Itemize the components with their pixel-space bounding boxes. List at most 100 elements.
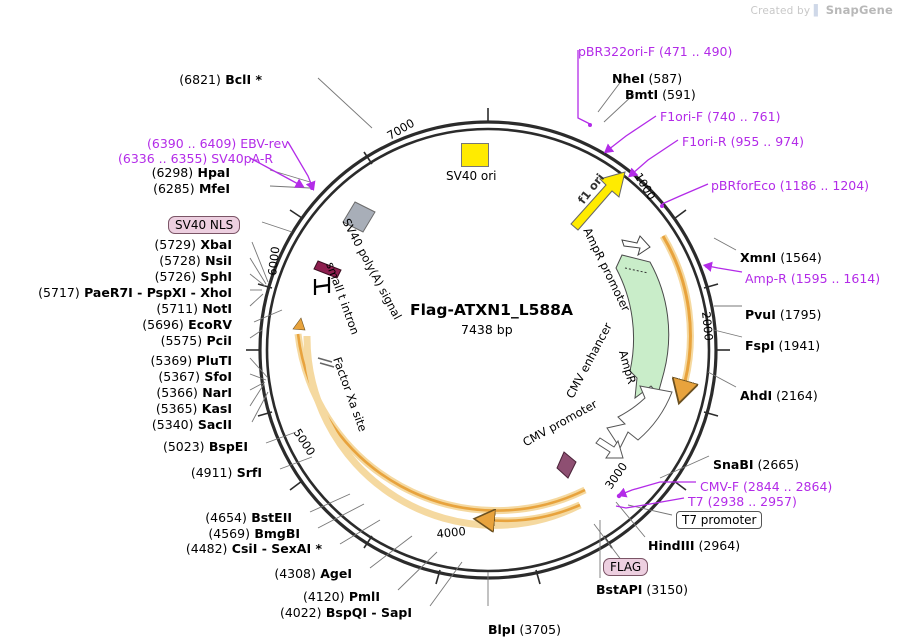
enzyme-position: (5340)	[151, 417, 194, 432]
enzyme-label-nari: (5366) NarI	[0, 385, 232, 400]
primer-name: pBRforEco	[711, 178, 780, 193]
enzyme-position: (6285)	[153, 181, 195, 196]
primer-label-f1ori-f: F1ori-F (740 .. 761)	[660, 109, 781, 124]
enzyme-position: (3705)	[515, 622, 561, 637]
ampr-promoter-arrow	[621, 235, 651, 257]
primer-range: (1186 .. 1204)	[779, 178, 870, 193]
primer-label-cmv-f: CMV-F (2844 .. 2864)	[700, 479, 833, 494]
enzyme-name: BmgBI	[249, 526, 300, 541]
tick-label-2000: 2000	[699, 311, 716, 342]
enzyme-name: BstAPI	[596, 582, 643, 597]
cmv-promoter-arrow	[595, 437, 624, 459]
f1-ori-arrow	[570, 171, 626, 231]
enzyme-name: PvuI	[745, 307, 776, 322]
enzyme-position: (6821)	[179, 72, 221, 87]
atxn1-orange-arc	[292, 317, 587, 525]
enzyme-position: (5729)	[154, 237, 196, 252]
enzyme-position: (2665)	[753, 457, 800, 472]
leader-lines-left	[249, 77, 489, 607]
enzyme-name: AgeI	[315, 566, 352, 581]
tick-label-3000: 3000	[602, 460, 630, 492]
primer-label-ebv-rev: (6390 .. 6409) EBV-rev	[147, 136, 289, 151]
enzyme-position: (2964)	[694, 538, 741, 553]
plasmid-name: Flag-ATXN1_L588A	[410, 301, 573, 319]
enzyme-position: (6298)	[151, 165, 194, 180]
small-t-intron-marker	[313, 260, 342, 279]
tick-label-6000: 6000	[265, 246, 282, 277]
enzyme-label-hindiii: HindIII (2964)	[648, 538, 741, 553]
enzyme-position: (5696)	[142, 317, 184, 332]
enzyme-position: (3150)	[642, 582, 688, 597]
enzyme-position: (4120)	[302, 589, 345, 604]
enzyme-position: (5369)	[150, 353, 193, 368]
enzyme-label-bmti: BmtI (591)	[625, 87, 696, 102]
watermark-prefix: Created by	[750, 5, 811, 17]
factor-xa-marker	[317, 357, 335, 368]
plasmid-size: 7438 bp	[461, 322, 513, 337]
enzyme-label-bstapi: BstAPI (3150)	[596, 582, 688, 597]
enzyme-label-sacii: (5340) SacII	[0, 417, 232, 432]
primer-label-pbr322ori-f: pBR322ori-F (471 .. 490)	[578, 44, 732, 59]
primer-label-amp-r: Amp-R (1595 .. 1614)	[745, 272, 880, 286]
enzyme-name: PaeR7I - PspXI - XhoI	[79, 285, 232, 300]
enzyme-name: PmlI	[344, 589, 380, 604]
enzyme-position: (4654)	[205, 510, 247, 525]
enzyme-position: (4308)	[274, 566, 316, 581]
enzyme-label-paer7i-pspxi-xhoi: (5717) PaeR7I - PspXI - XhoI	[0, 285, 232, 300]
enzyme-position: (591)	[658, 87, 696, 102]
enzyme-label-pluti: (5369) PluTI	[0, 353, 232, 368]
primer-name: CMV-F	[700, 479, 744, 494]
primer-range: (6390 .. 6409)	[147, 136, 241, 151]
enzyme-name: PciI	[202, 333, 232, 348]
enzyme-position: (5717)	[38, 285, 80, 300]
enzyme-name: KasI	[197, 401, 232, 416]
enzyme-name: BmtI	[625, 87, 659, 102]
nls-bar-marker	[313, 277, 331, 295]
enzyme-name: BlpI	[488, 622, 516, 637]
primer-range: (740 .. 761)	[707, 109, 781, 124]
enzyme-name: FspI	[745, 338, 775, 353]
enzyme-name: AhdI	[740, 388, 773, 403]
ampr-arrow	[615, 254, 670, 400]
enzyme-name: MfeI	[194, 181, 230, 196]
enzyme-position: (1795)	[775, 307, 822, 322]
enzyme-label-blpi: BlpI (3705)	[488, 622, 561, 637]
enzyme-name: NarI	[197, 385, 232, 400]
enzyme-label-mfei: (6285) MfeI	[0, 181, 230, 196]
enzyme-label-nsii: (5728) NsiI	[0, 254, 232, 268]
primer-range: (2938 .. 2957)	[707, 494, 797, 509]
tick-label-4000: 4000	[436, 524, 467, 541]
enzyme-name: BstEII	[246, 510, 292, 525]
primer-leader-lines	[249, 50, 743, 509]
enzyme-position: (5726)	[154, 269, 197, 284]
primer-label-pbrforeco: pBRforEco (1186 .. 1204)	[711, 178, 870, 193]
primer-name: F1ori-F	[660, 109, 708, 124]
primer-name: pBR322ori-F	[578, 44, 659, 59]
enzyme-label-pcii: (5575) PciI	[0, 333, 232, 348]
enzyme-position: (5367)	[158, 369, 200, 384]
snapgene-logo-icon: ▌	[813, 5, 823, 17]
badge-sv40-nls: SV40 NLS	[168, 216, 241, 234]
enzyme-label-ecorv: (5696) EcoRV	[0, 317, 232, 332]
enzyme-label-csii-sexai: (4482) CsiI - SexAI *	[0, 541, 322, 556]
primer-range: (6336 .. 6355)	[118, 151, 212, 166]
primer-range: (2844 .. 2864)	[743, 479, 833, 494]
enzyme-label-agei: (4308) AgeI	[0, 566, 352, 581]
enzyme-position: (4482)	[185, 541, 228, 556]
enzyme-position: (5023)	[162, 439, 205, 454]
enzyme-label-bspqi-sapi: (4022) BspQI - SapI	[0, 606, 412, 620]
primer-label-sv40pa-r: (6336 .. 6355) SV40pA-R	[118, 151, 274, 166]
enzyme-name: XmnI	[740, 250, 777, 265]
enzyme-position: (5575)	[160, 333, 203, 348]
ampr-orange-arc	[659, 234, 690, 389]
enzyme-label-noti: (5711) NotI	[0, 302, 232, 316]
enzyme-position: (4569)	[208, 526, 250, 541]
badge-flag: FLAG	[603, 558, 649, 576]
primer-name: SV40pA-R	[211, 151, 274, 166]
enzyme-name: HpaI	[193, 165, 230, 180]
enzyme-name: BspEI	[204, 439, 248, 454]
enzyme-label-ahdi: AhdI (2164)	[740, 388, 818, 403]
enzyme-position: (1941)	[774, 338, 821, 353]
primer-label-f1ori-r: F1ori-R (955 .. 974)	[682, 135, 804, 149]
